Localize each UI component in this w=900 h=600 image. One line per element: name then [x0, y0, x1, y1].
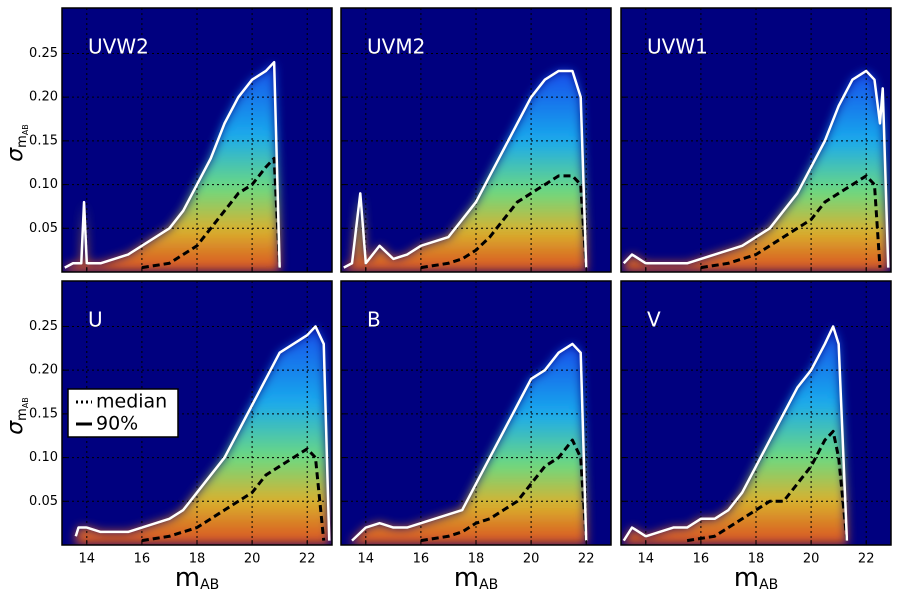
panel-frame — [61, 7, 333, 273]
x-axis-label-main: m — [734, 563, 759, 593]
series-line — [64, 60, 281, 269]
y-tick-label: 0.05 — [29, 494, 58, 509]
y-tick-label: 0.20 — [29, 90, 58, 105]
y-axis-label: σmAB — [3, 397, 30, 435]
panel-title: UVM2 — [367, 35, 425, 59]
density — [64, 62, 280, 272]
x-tick-label: 22 — [299, 552, 316, 567]
x-axis-label-sub: AB — [200, 577, 219, 593]
plot-area — [341, 281, 611, 545]
series-line — [686, 429, 849, 543]
plot-area — [621, 8, 891, 272]
x-axis-label-main: m — [175, 563, 200, 593]
y-tick-label: 0.25 — [29, 319, 58, 334]
y-tick-label: 0.10 — [29, 177, 58, 192]
panel-frame — [620, 280, 892, 546]
y-tick-label: 0.10 — [29, 450, 58, 465]
x-tick-label: 20 — [803, 552, 820, 567]
series-line — [141, 156, 282, 270]
y-tick-label: 0.20 — [29, 363, 58, 378]
y-axis-label-main: σ — [3, 147, 28, 162]
series-line — [343, 69, 588, 269]
panel: 0.05 0.10 0.15 0.20 0.25 UVW2 σmAB — [3, 7, 333, 273]
panel-frame — [61, 280, 333, 546]
density — [623, 326, 847, 545]
panel-title: V — [647, 308, 661, 332]
x-tick-label: 14 — [638, 552, 655, 567]
plot-area — [62, 8, 332, 272]
series-line — [420, 174, 588, 270]
panel-frame — [340, 7, 612, 273]
plot-area — [341, 8, 611, 272]
x-tick-label: 18 — [468, 552, 485, 567]
series-line — [622, 325, 849, 542]
y-tick-label: 0.15 — [29, 133, 58, 148]
panel-frame — [620, 7, 892, 273]
y-axis-label: σmAB — [3, 124, 30, 162]
x-tick-label: 22 — [578, 552, 595, 567]
x-axis-label-sub: AB — [759, 577, 778, 593]
legend-label: median — [96, 391, 167, 413]
series-line — [351, 342, 588, 542]
x-tick-label: 16 — [134, 552, 151, 567]
x-axis-label-sub: AB — [479, 577, 498, 593]
x-tick-label: 20 — [244, 552, 261, 567]
panel-title: B — [367, 308, 381, 332]
x-tick-label: 16 — [693, 552, 710, 567]
density — [343, 70, 587, 272]
series-line — [700, 174, 882, 270]
x-axis-label-main: m — [454, 563, 479, 593]
y-axis-label-sub: m — [15, 408, 30, 421]
series-line — [141, 447, 326, 543]
density — [623, 70, 889, 272]
x-axis-label: mAB — [454, 563, 499, 594]
y-tick-label: 0.15 — [29, 406, 58, 421]
x-tick-label: 14 — [79, 552, 96, 567]
panel: UVW1 — [620, 7, 892, 273]
y-tick-label: 0.25 — [29, 46, 58, 61]
panel-title: UVW2 — [88, 35, 149, 59]
panel-frame — [340, 280, 612, 546]
y-tick-label: 0.05 — [29, 221, 58, 236]
legend-label: 90% — [96, 413, 138, 435]
x-tick-label: 18 — [189, 552, 206, 567]
x-tick-label: 14 — [358, 552, 375, 567]
plot-area — [621, 281, 891, 545]
legend-box — [67, 388, 179, 438]
x-tick-label: 20 — [523, 552, 540, 567]
series-line — [74, 325, 331, 541]
panel-title: U — [88, 308, 103, 332]
y-axis-label-subsub: AB — [21, 397, 30, 408]
panel: UVM2 — [340, 7, 612, 273]
x-tick-label: 16 — [413, 552, 430, 567]
x-tick-label: 18 — [748, 552, 765, 567]
series-line — [420, 438, 588, 543]
y-axis-label-sub: m — [15, 135, 30, 148]
series-line — [622, 69, 890, 268]
x-axis-label: mAB — [175, 563, 220, 594]
x-axis-label: mAB — [734, 563, 779, 594]
panel-title: UVW1 — [647, 35, 708, 59]
x-tick-label: 22 — [858, 552, 875, 567]
density — [352, 343, 587, 545]
y-axis-label-subsub: AB — [21, 124, 30, 135]
y-axis-label-main: σ — [3, 420, 28, 435]
